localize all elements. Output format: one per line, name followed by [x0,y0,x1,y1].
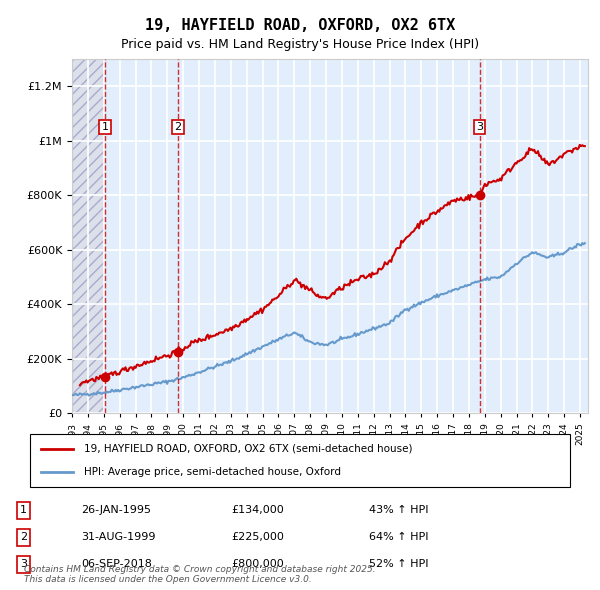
Text: 26-JAN-1995: 26-JAN-1995 [81,505,151,515]
Text: 19, HAYFIELD ROAD, OXFORD, OX2 6TX: 19, HAYFIELD ROAD, OXFORD, OX2 6TX [145,18,455,32]
Text: 2: 2 [175,122,181,132]
Text: Contains HM Land Registry data © Crown copyright and database right 2025.
This d: Contains HM Land Registry data © Crown c… [24,565,376,584]
Bar [72,59,105,413]
Text: HPI: Average price, semi-detached house, Oxford: HPI: Average price, semi-detached house,… [84,467,341,477]
Text: 2: 2 [20,532,27,542]
Text: 1: 1 [101,122,109,132]
Text: 31-AUG-1999: 31-AUG-1999 [81,532,155,542]
Text: 3: 3 [476,122,483,132]
Text: 64% ↑ HPI: 64% ↑ HPI [369,532,428,542]
Text: 06-SEP-2018: 06-SEP-2018 [81,559,152,569]
Bar [72,59,105,413]
Text: £134,000: £134,000 [231,505,284,515]
Text: 1: 1 [20,505,27,515]
FancyBboxPatch shape [30,434,570,487]
Text: £800,000: £800,000 [231,559,284,569]
Text: £225,000: £225,000 [231,532,284,542]
Text: 19, HAYFIELD ROAD, OXFORD, OX2 6TX (semi-detached house): 19, HAYFIELD ROAD, OXFORD, OX2 6TX (semi… [84,444,413,454]
Text: 52% ↑ HPI: 52% ↑ HPI [369,559,428,569]
Bar [105,59,588,413]
Text: 43% ↑ HPI: 43% ↑ HPI [369,505,428,515]
Text: Price paid vs. HM Land Registry's House Price Index (HPI): Price paid vs. HM Land Registry's House … [121,38,479,51]
Text: 3: 3 [20,559,27,569]
